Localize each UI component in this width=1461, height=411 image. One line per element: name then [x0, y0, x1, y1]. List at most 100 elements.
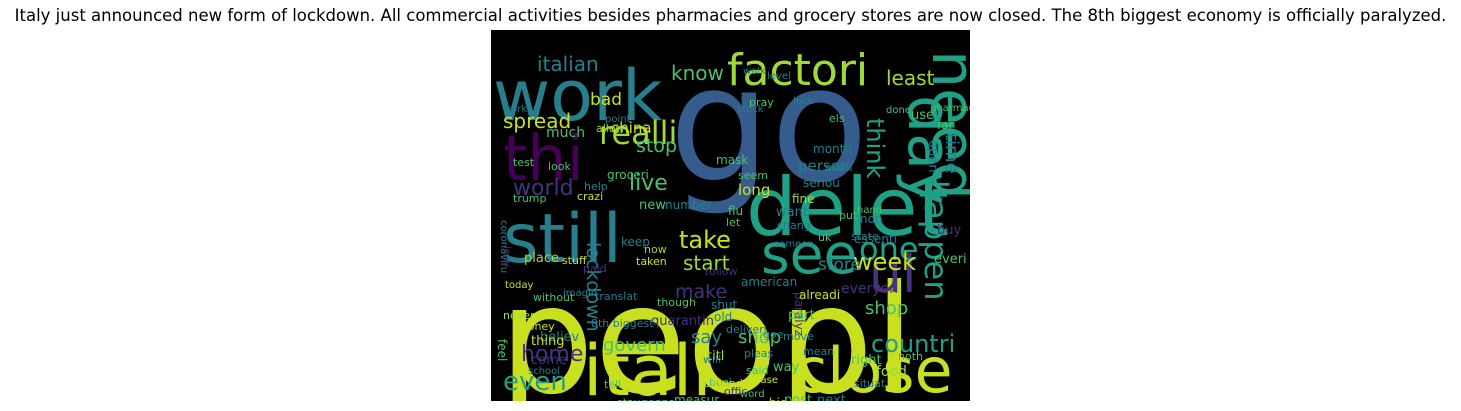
- cloud-word-paid: paid: [583, 262, 607, 275]
- cloud-word-italian: italian: [537, 52, 599, 76]
- cloud-word-noth: noth: [898, 350, 923, 363]
- cloud-word-believ: believ: [540, 330, 579, 345]
- cloud-word-case: case: [755, 375, 778, 386]
- cloud-word-stock: stock: [737, 104, 764, 115]
- cloud-word-leav: leav: [501, 246, 512, 267]
- cloud-word-now: now: [644, 243, 667, 256]
- cloud-word-never: never: [503, 309, 535, 322]
- cloud-word-everyon: everyon: [841, 281, 898, 297]
- cloud-word-day: day: [894, 95, 964, 205]
- cloud-word-done: done: [886, 105, 911, 116]
- cloud-word-help: help: [584, 180, 608, 193]
- cloud-word-happen: happen: [917, 180, 955, 300]
- cloud-word-essenti: essenti: [854, 232, 897, 246]
- cloud-word-shop: shop: [865, 298, 908, 319]
- cloud-word-groceri: groceri: [607, 168, 649, 182]
- cloud-word-today: today: [505, 280, 534, 291]
- cloud-word-trump: trump: [513, 192, 547, 205]
- cloud-word-feel: feel: [495, 339, 509, 361]
- cloud-word-take: take: [679, 226, 731, 254]
- cloud-word-factori: factori: [727, 45, 868, 96]
- cloud-word-month: month: [813, 142, 852, 156]
- cloud-word-stay: stay: [617, 396, 641, 401]
- cloud-word-mani: mani: [825, 161, 852, 174]
- cloud-word-imagin: imagin: [563, 288, 597, 299]
- cloud-word-measur: measur: [674, 393, 719, 401]
- cloud-word-part: part: [788, 308, 815, 323]
- cloud-word-chang: chang: [777, 219, 811, 232]
- cloud-word-old: old: [714, 310, 732, 324]
- cloud-word-deliveri: deliveri: [726, 323, 767, 336]
- cloud-word-know: know: [671, 61, 724, 85]
- cloud-word-word: word: [740, 389, 765, 400]
- cloud-word-shop: shop: [738, 327, 781, 348]
- cloud-word-els: els: [829, 112, 845, 125]
- cloud-word-non: non: [860, 212, 883, 226]
- cloud-word-itali: itali: [583, 330, 712, 401]
- cloud-word-pharmaci: pharmaci: [930, 103, 970, 114]
- cloud-word-new: new: [639, 198, 666, 213]
- cloud-word-move: move: [783, 330, 814, 343]
- cloud-word-mean: mean: [803, 345, 834, 358]
- cloud-word-state: state: [851, 230, 879, 243]
- cloud-word-school: school: [528, 366, 560, 377]
- cloud-word-everi: everi: [934, 252, 967, 267]
- cloud-word-situat: situat: [854, 377, 886, 390]
- cloud-word-big: big: [769, 396, 788, 401]
- cloud-word-stuff: stuff: [562, 254, 587, 267]
- cloud-word-look: look: [548, 160, 572, 173]
- cloud-word-long: long: [738, 181, 770, 199]
- cloud-word-bad: bad: [590, 90, 622, 110]
- cloud-word-walk: walk: [743, 66, 766, 77]
- cloud-word-paralyz: paralyz: [792, 292, 806, 336]
- cloud-word-though: though: [657, 296, 696, 309]
- cloud-word-lock: lock: [793, 96, 813, 107]
- cloud-word-countri: countri: [871, 330, 955, 358]
- cloud-word-still: still: [503, 200, 622, 279]
- cloud-word-buy: buy: [937, 223, 961, 238]
- cloud-word-last: last: [684, 400, 705, 401]
- cloud-word-offic: offic: [724, 385, 747, 398]
- cloud-word-come: come: [531, 353, 567, 368]
- cloud-word-right: right: [851, 353, 882, 368]
- cloud-word-taken: taken: [636, 255, 667, 268]
- cloud-word-put: put: [839, 209, 858, 222]
- cloud-word-store: store: [818, 255, 861, 275]
- cloud-word-say: say: [691, 327, 722, 348]
- cloud-word-shut: shut: [711, 298, 737, 312]
- cloud-word-number: number: [665, 198, 712, 212]
- cloud-word-open: open: [925, 140, 940, 172]
- cloud-word-pray: pray: [749, 96, 774, 109]
- cloud-word-food: food: [876, 364, 907, 380]
- cloud-word-keep: keep: [621, 235, 650, 249]
- cloud-word-wors: wors: [721, 381, 747, 394]
- cloud-word-8th-biggest: 8th biggest: [591, 317, 654, 330]
- cloud-word-want: want: [776, 205, 808, 220]
- cloud-word-tell: tell: [604, 378, 621, 391]
- cloud-word-one: one: [859, 230, 919, 268]
- cloud-word-govern: govern: [603, 335, 666, 356]
- cloud-word-spread: spread: [503, 109, 571, 133]
- cloud-word-mask: mask: [716, 153, 748, 167]
- cloud-word-make: make: [675, 281, 727, 303]
- cloud-word-uk: uk: [818, 231, 832, 244]
- cloud-word-close: close: [793, 334, 953, 401]
- cloud-word-delet: delet: [746, 161, 949, 254]
- cloud-word-will: will: [703, 353, 721, 366]
- cloud-word-much: much: [546, 125, 585, 141]
- cloud-word-stop: stop: [636, 135, 677, 157]
- cloud-word-coronaviru: coronaviru: [498, 220, 509, 273]
- cloud-word-goe: goe: [763, 328, 784, 341]
- cloud-word-next: next: [817, 393, 846, 401]
- cloud-word-start: start: [683, 251, 730, 275]
- cloud-word-need: need: [918, 50, 970, 200]
- word-cloud: peopl go delet work itali close still need thi da…: [491, 30, 970, 401]
- cloud-word-someon: someon: [774, 239, 814, 250]
- cloud-word-person: person: [798, 157, 849, 175]
- cloud-word-alreadi: alreadi: [799, 288, 840, 302]
- cloud-word-work: work: [493, 55, 663, 137]
- cloud-word-pleas: pleas: [744, 347, 774, 360]
- cloud-word-money: money: [517, 320, 555, 333]
- cloud-word-busi: busi: [709, 376, 732, 389]
- figure-title: Italy just announced new form of lockdow…: [14, 6, 1447, 25]
